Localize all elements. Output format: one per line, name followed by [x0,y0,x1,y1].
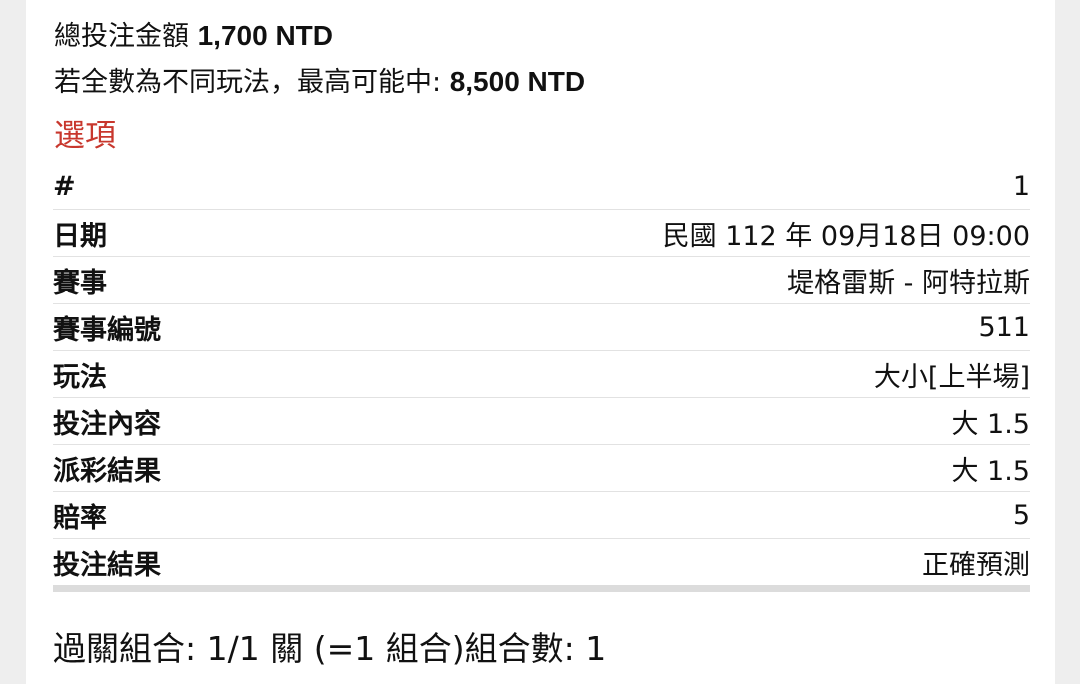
table-row: 賽事 堤格雷斯 - 阿特拉斯 [53,256,1030,304]
total-stake-label: 總投注金額 [54,21,189,52]
table-row: 投注結果 正確預測 [53,538,1030,592]
total-stake: 總投注金額 1,700 NTD [54,14,333,53]
row-label: 賠率 [53,491,275,539]
table-row: 日期 民國 112 年 09月18日 09:00 [53,209,1030,257]
row-value: 堤格雷斯 - 阿特拉斯 [274,256,1030,304]
row-label: 玩法 [53,350,275,398]
row-label: # [53,163,275,210]
row-label: 賽事 [53,256,275,304]
table-row: #1 [53,163,1030,210]
row-value: 民國 112 年 09月18日 09:00 [274,209,1030,257]
max-payout: 若全數為不同玩法，最高可能中: 8,500 NTD [54,60,585,99]
row-label: 投注內容 [53,397,275,445]
table-row: 投注內容大 1.5 [53,397,1030,445]
table-row: 玩法 大小[上半場] [53,350,1030,398]
selection-table: #1 日期 民國 112 年 09月18日 09:00 賽事 堤格雷斯 - 阿特拉斯 賽事… [53,163,1030,592]
row-label: 投注結果 [53,538,275,592]
table-row: 派彩結果大 1.5 [53,444,1030,492]
row-label: 賽事編號 [53,303,275,351]
row-value: 5 [274,491,1030,539]
row-value: 大小[上半場] [274,350,1030,398]
row-value: 大 1.5 [274,397,1030,445]
table-row: 賽事編號 511 [53,303,1030,351]
bet-detail-card: 總投注金額 1,700 NTD 若全數為不同玩法，最高可能中: 8,500 NT… [26,0,1055,684]
max-payout-value: 8,500 NTD [449,66,586,97]
total-stake-value: 1,700 NTD [197,20,333,51]
parlay-combination: 過關組合: 1/1 關 (=1 組合)組合數: 1 [53,629,607,668]
row-label: 日期 [53,209,275,257]
table-row: 賠率 5 [53,491,1030,539]
row-value: 正確預測 [274,538,1030,592]
max-payout-label: 若全數為不同玩法，最高可能中: [54,67,442,98]
row-value: 1 [274,163,1030,210]
row-value: 511 [274,303,1030,351]
section-title: 選項 [54,118,116,154]
row-value: 大 1.5 [274,444,1030,492]
row-label: 派彩結果 [53,444,275,492]
